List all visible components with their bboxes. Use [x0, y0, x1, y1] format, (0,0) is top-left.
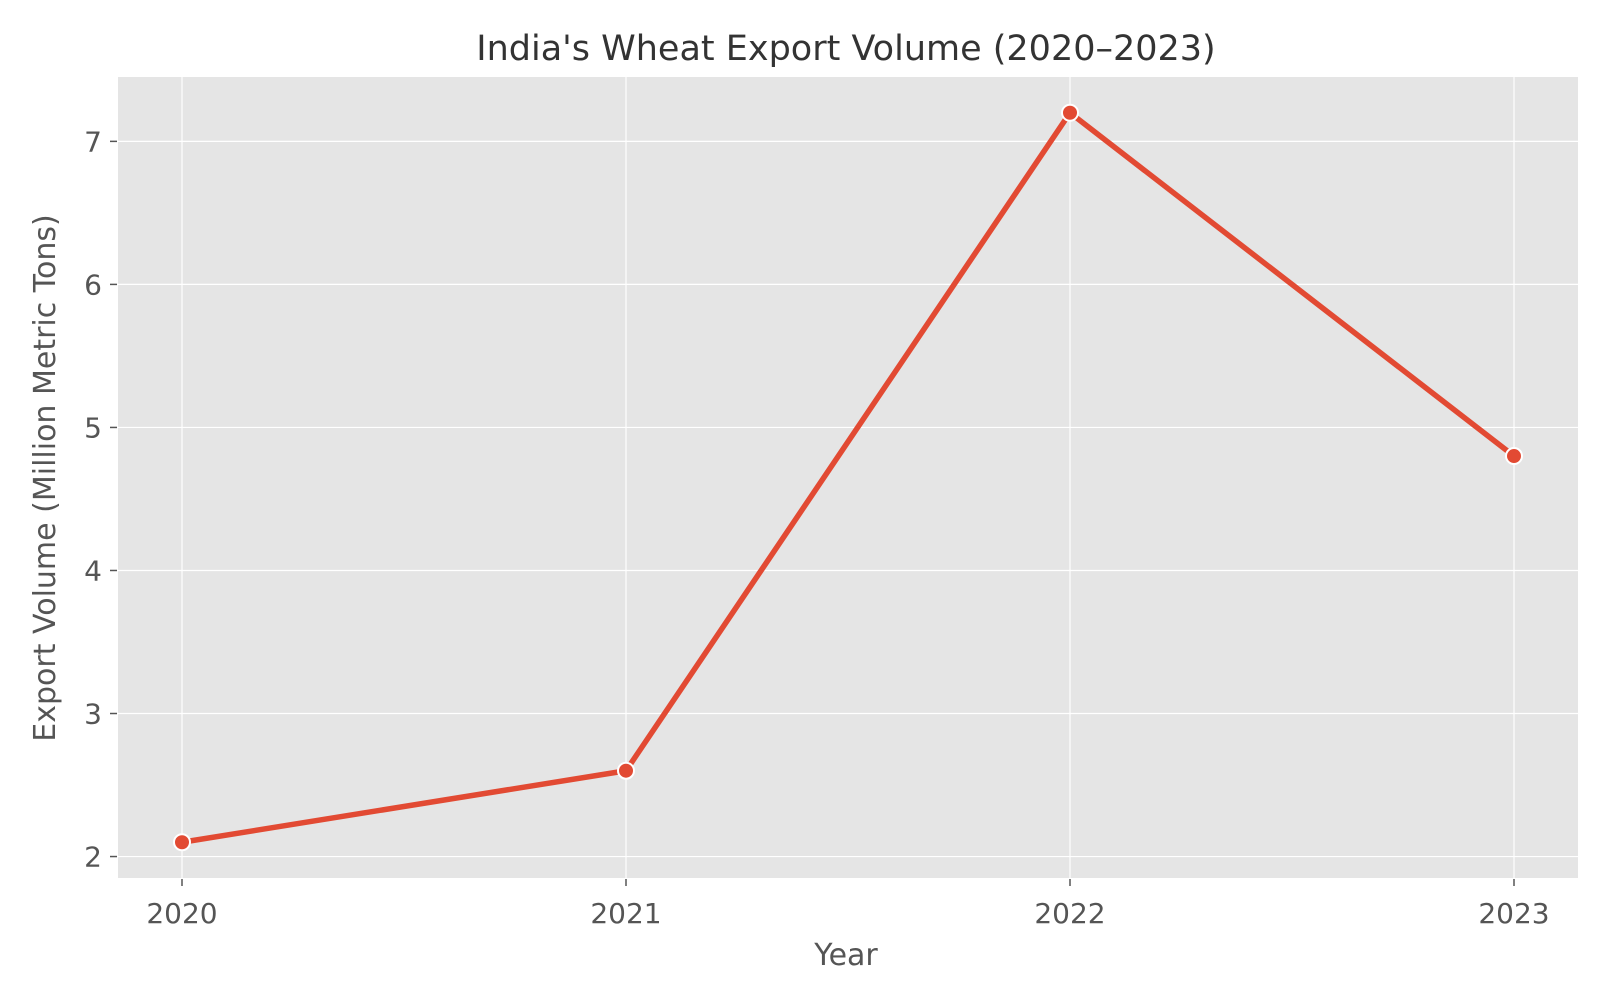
chart-title: India's Wheat Export Volume (2020–2023)	[476, 29, 1215, 69]
x-tick-label: 2022	[1034, 897, 1105, 930]
data-point	[173, 833, 191, 852]
series-layer	[173, 103, 1523, 852]
y-tick-label: 6	[84, 268, 102, 301]
series-line	[179, 110, 1517, 845]
y-tick-label: 3	[84, 698, 102, 731]
y-tick-label: 2	[84, 841, 102, 874]
data-point	[617, 761, 635, 780]
y-tick-label: 4	[84, 554, 102, 587]
x-axis-label: Year	[813, 938, 878, 973]
x-tick-label: 2023	[1478, 897, 1549, 930]
y-tick-label: 5	[84, 411, 102, 444]
grid-lines	[118, 77, 1578, 878]
x-tick-label: 2020	[146, 897, 217, 930]
x-tick-label: 2021	[590, 897, 661, 930]
y-tick-label: 7	[84, 125, 102, 158]
data-point	[1505, 447, 1523, 466]
data-point	[1061, 103, 1079, 122]
axis-ticks: 2 3 4 5 6 7 2020 2021 2022 2023	[84, 125, 1549, 930]
plot-background	[118, 77, 1578, 878]
y-axis-label: Export Volume (Million Metric Tons)	[28, 214, 63, 741]
